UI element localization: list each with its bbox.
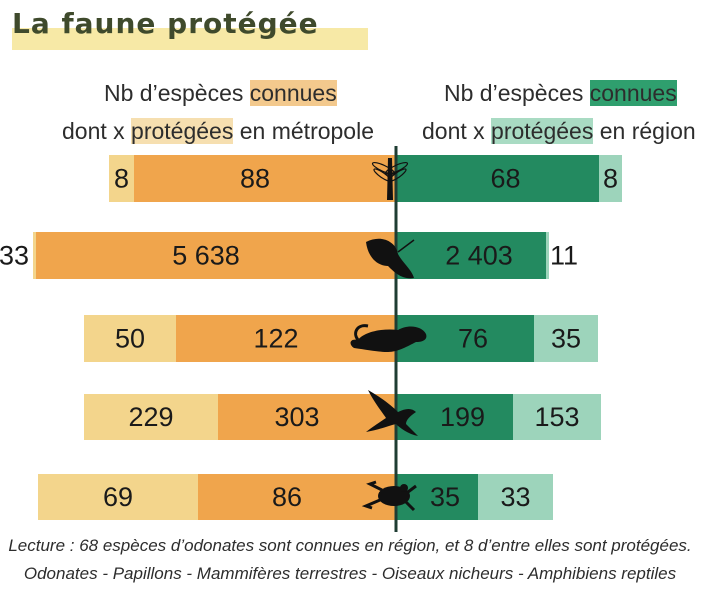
label-region-known: 199 (440, 402, 485, 432)
label-region-known: 76 (458, 324, 488, 354)
header-right-protected-label: protégées (491, 118, 594, 144)
header-right-text: en région (593, 118, 696, 144)
caption-legend: Odonates - Papillons - Mammifères terres… (23, 564, 677, 583)
bar-region-protected (534, 315, 598, 362)
label-metro-known: 86 (272, 482, 302, 512)
label-region-protected: 11 (550, 241, 578, 271)
header-left-line1: Nb d’espèces connues (104, 74, 337, 112)
label-metro-known: 122 (253, 324, 298, 354)
label-region-protected: 35 (551, 324, 581, 354)
label-metro-protected: 33 (0, 241, 29, 271)
bar-metro-protected (38, 474, 198, 520)
header-left-text: en métropole (233, 118, 374, 144)
header-left-text: Nb d’espèces (104, 80, 250, 106)
otter-icon (350, 324, 427, 352)
label-metro-known: 303 (274, 402, 319, 432)
label-region-protected: 8 (603, 164, 618, 194)
header-right-known-label: connues (589, 80, 677, 106)
bar-metro-protected (109, 155, 134, 202)
frog-icon (361, 480, 417, 512)
bar-region-protected (599, 155, 622, 202)
swallow-icon (366, 390, 418, 436)
bar-metro-known (134, 155, 396, 202)
header-left-line2: dont x protégées en métropole (62, 112, 374, 150)
header-right-text: dont x (422, 118, 492, 144)
butterfly-icon (366, 238, 415, 279)
title-highlight (12, 28, 368, 50)
label-region-protected: 33 (500, 482, 530, 512)
label-metro-protected: 69 (103, 482, 133, 512)
header-left-protected-label: protégées (131, 118, 234, 144)
label-region-known: 68 (490, 164, 520, 194)
title-block: La faune protégée (12, 6, 368, 50)
label-metro-protected: 50 (115, 324, 145, 354)
bar-metro-protected (33, 232, 36, 279)
label-metro-protected: 8 (114, 164, 129, 194)
bar-region-known (396, 232, 546, 279)
caption-lecture: Lecture : 68 espèces d’odonates sont con… (8, 536, 692, 555)
header-right-line2: dont x protégées en région (422, 112, 696, 150)
label-metro-known: 88 (240, 164, 270, 194)
bar-region-known (396, 394, 513, 440)
bar-metro-known (218, 394, 396, 440)
bar-metro-known (36, 232, 396, 279)
label-region-protected: 153 (534, 402, 579, 432)
header-right-text: Nb d’espèces (444, 80, 590, 106)
chart-title: La faune protégée (12, 7, 319, 40)
header-left-known-label: connues (249, 80, 337, 106)
header-left-text: dont x (62, 118, 132, 144)
bar-region-protected (513, 394, 601, 440)
label-region-known: 35 (430, 482, 460, 512)
label-region-known: 2 403 (445, 241, 513, 271)
header-right-line1: Nb d’espèces connues (444, 74, 677, 112)
bar-metro-protected (84, 315, 176, 362)
label-metro-protected: 229 (128, 402, 173, 432)
bar-metro-known (198, 474, 396, 520)
dragonfly-icon (371, 158, 409, 200)
bar-region-protected (478, 474, 553, 520)
bar-region-known (396, 155, 599, 202)
bar-metro-protected (84, 394, 218, 440)
bar-region-protected (546, 232, 549, 279)
label-metro-known: 5 638 (172, 241, 240, 271)
